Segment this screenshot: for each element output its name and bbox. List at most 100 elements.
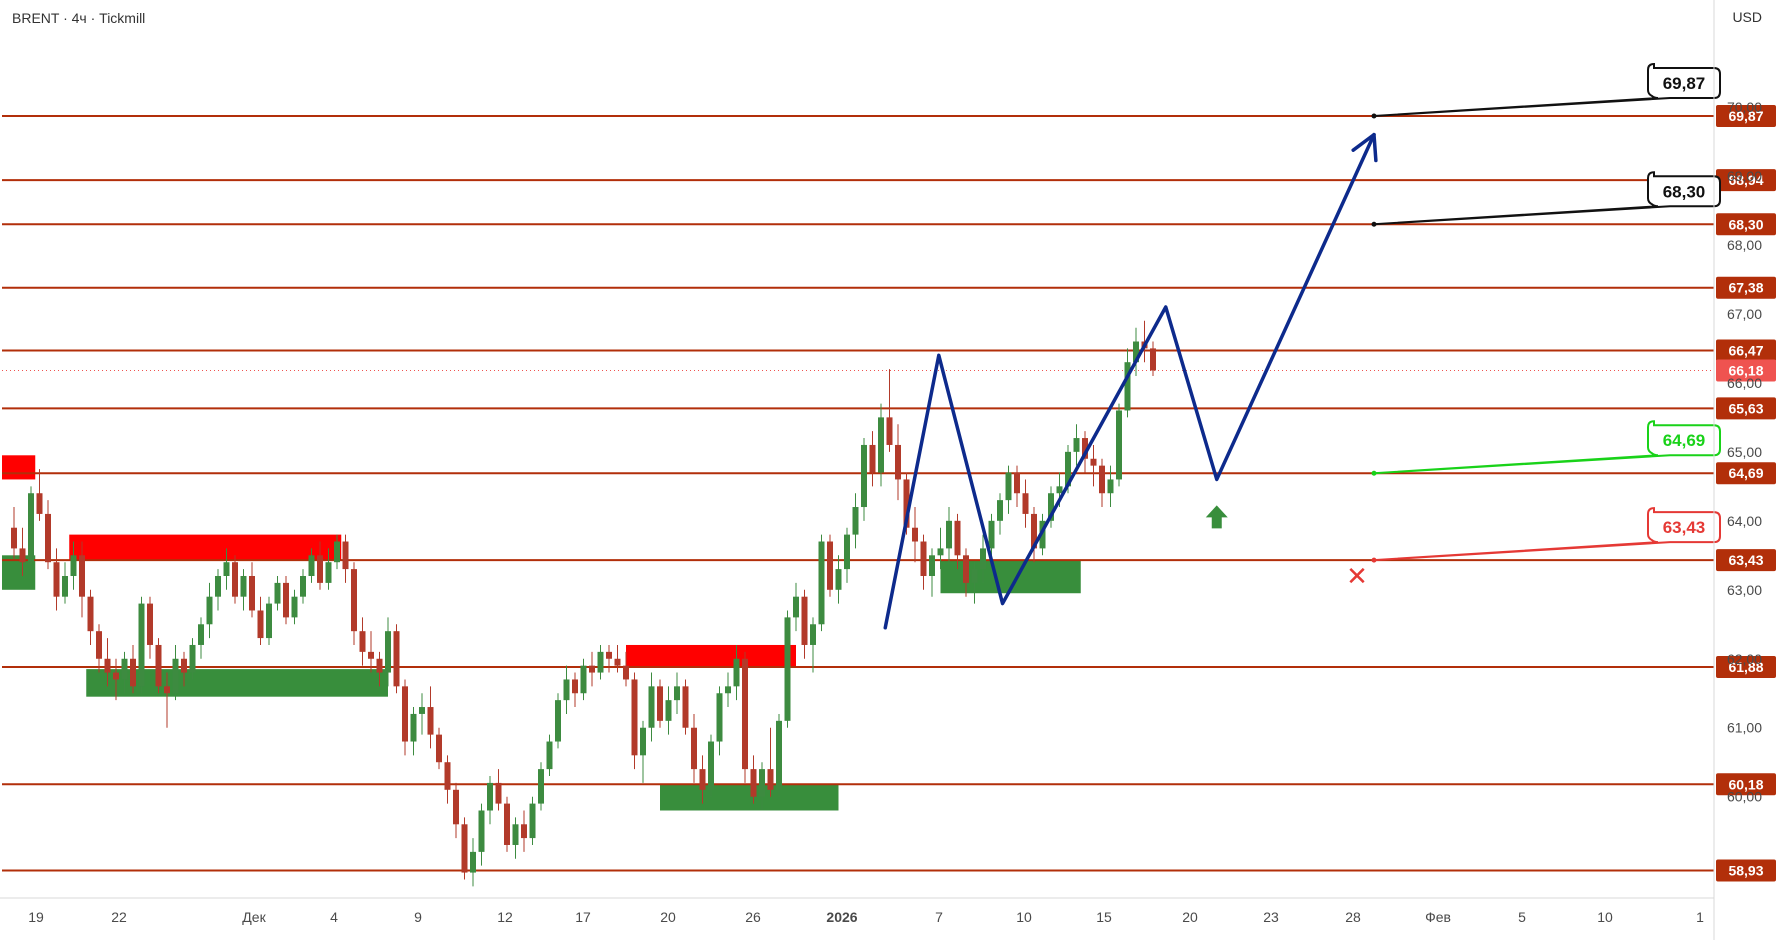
candle-body [121,658,128,680]
candle [249,562,255,618]
candle-body [1107,479,1114,494]
x-tick-label: 12 [497,909,513,925]
candle-body [444,762,451,790]
candle-body [937,548,944,556]
candle [36,469,43,521]
candle-body [759,769,765,797]
current-price-label: 66,18 [1728,362,1763,378]
candle-body [963,555,969,583]
candle [1150,341,1156,376]
candle [580,658,587,701]
candle [572,672,578,708]
candle [1048,486,1054,528]
candle [521,810,527,852]
candle-body [682,686,689,728]
candle-body [427,707,434,735]
candle-body [810,624,816,645]
y-tick-label: 67,00 [1727,306,1762,322]
price-level-badge [1716,656,1776,679]
candle [980,534,986,583]
candle-body [912,527,918,542]
candle [920,534,927,590]
x-tick-label: 4 [330,909,338,925]
candle-body [597,651,604,673]
candle [1014,465,1020,508]
candle [28,486,34,570]
candle [716,686,723,756]
candle-body [300,575,306,597]
candle [844,527,850,583]
candle [402,679,408,756]
candle [342,534,349,583]
candle [784,610,791,728]
candle-body [283,582,289,618]
candle-body [393,631,400,687]
candle-body [70,555,77,576]
candle-body [529,803,536,839]
candle [121,651,128,694]
support-zone [660,784,839,811]
candle-body [640,727,646,756]
candle [325,548,332,590]
candle [954,513,961,570]
y-tick-label: 60,00 [1727,789,1762,805]
candle [385,617,391,687]
target-callout-box [1373,62,1721,117]
candle [878,403,884,487]
candle [563,665,570,714]
candle [708,734,714,797]
y-tick-label: 65,00 [1727,444,1762,460]
target-callout: 63,43 [1371,507,1721,563]
x-tick-label: 20 [660,909,676,925]
price-level-label: 69,87 [1728,108,1763,124]
x-tick-label: 23 [1263,909,1279,925]
candle [1107,465,1114,508]
candle-body [1090,458,1097,466]
candle [147,596,153,659]
x-tick-label: 26 [745,909,761,925]
candle-body [453,789,459,825]
candle [393,624,400,694]
chart-title: BRENT · 4ч · Tickmill [12,10,146,26]
candle-body [402,686,408,742]
candle [1124,348,1131,418]
candle-body [903,479,910,528]
price-level-label: 64,69 [1728,465,1763,481]
target-callout-box [1373,420,1721,475]
target-callout-label: 68,30 [1663,182,1706,201]
price-level-label: 58,93 [1728,863,1763,879]
candle-body [53,562,60,597]
candle [614,644,621,673]
candle [793,582,799,632]
candle [742,651,748,783]
candle [300,569,306,604]
price-level-label: 68,94 [1728,172,1763,188]
candle [1005,465,1012,514]
x-tick-label: 15 [1096,909,1112,925]
x-tick-label: Фев [1425,909,1451,925]
candle-body [988,520,995,549]
y-tick-label: 64,00 [1727,513,1762,529]
candle [470,838,476,887]
price-level-badge [1716,549,1776,572]
candle-body [521,824,527,839]
candle [997,493,1003,535]
candle [53,548,60,611]
candle-body [538,769,544,804]
candle-body [198,624,204,645]
candle-body [113,672,119,680]
candle-body [291,596,298,618]
candle-body [385,631,391,673]
candle [912,507,918,563]
candle [597,644,604,680]
y-tick-label: 69,00 [1727,168,1762,184]
candle-body [631,679,638,756]
candle-body [334,541,340,563]
x-tick-label: 17 [575,909,591,925]
candle [181,651,187,687]
x-tick-label: 2026 [826,909,857,925]
candle [546,734,553,777]
candle-body [436,734,442,763]
forecast-arrowhead [1351,132,1378,163]
